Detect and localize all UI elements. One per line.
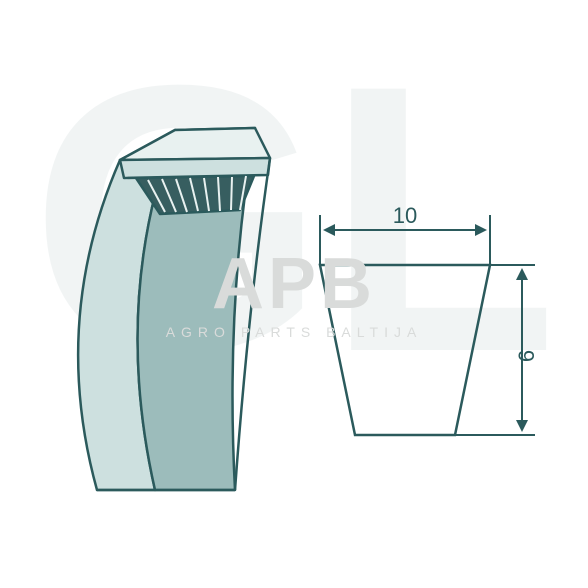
height-value: 6	[514, 350, 539, 362]
width-value: 10	[393, 203, 417, 228]
belt-cross-section-diagram: GL	[0, 0, 588, 588]
